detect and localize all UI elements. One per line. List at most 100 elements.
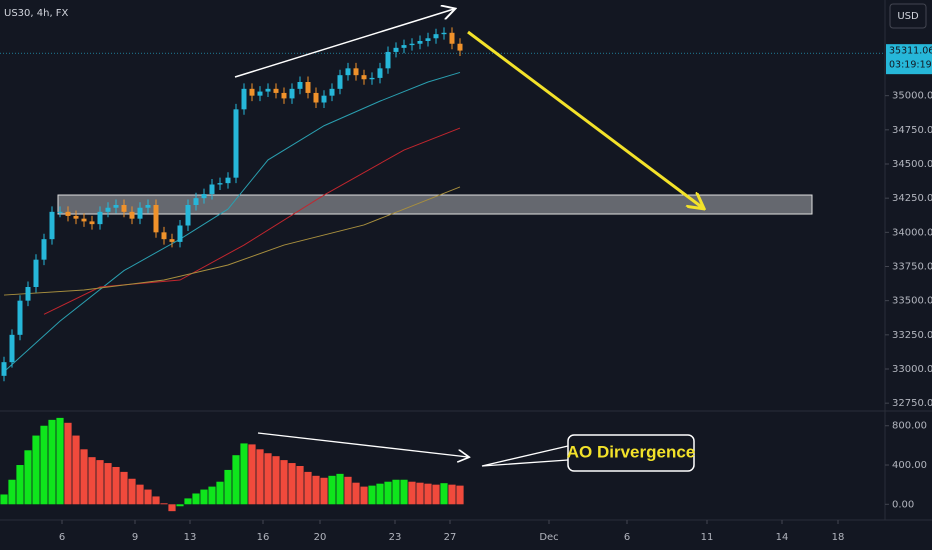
symbol-label: US30, 4h, FX: [4, 8, 69, 19]
candle-body: [337, 75, 343, 89]
trend-arrow: [234, 9, 454, 78]
zone: [57, 194, 813, 215]
ao-bar: [232, 455, 240, 505]
ao-bar: [432, 484, 440, 505]
ao-bar: [288, 463, 296, 505]
ao-bar: [152, 496, 160, 505]
ao-bar: [136, 484, 144, 505]
last-price-tag: [886, 44, 932, 75]
candle-body: [353, 68, 359, 76]
y-tick-label: 33000.00: [892, 364, 932, 375]
candle-body: [225, 177, 231, 184]
candle-body: [9, 334, 15, 363]
candle-body: [169, 239, 175, 242]
ao-bar: [424, 483, 432, 505]
y-tick-label: 32750.00: [892, 398, 932, 409]
candle-body: [441, 32, 447, 35]
candle-body: [201, 194, 207, 199]
currency-button[interactable]: [889, 3, 927, 29]
x-tick-label: 18: [832, 532, 845, 543]
y-tick-label: 400.00: [892, 460, 927, 471]
candle-body: [105, 207, 111, 212]
ao-bar: [200, 489, 208, 505]
candle-body: [49, 211, 55, 240]
x-tick-label: 16: [257, 532, 270, 543]
ao-bar: [16, 465, 24, 505]
ao-bar: [264, 453, 272, 505]
candle-body: [193, 198, 199, 205]
y-tick-label: 800.00: [892, 421, 927, 432]
candle-body: [329, 88, 335, 96]
ao-bar: [128, 478, 136, 505]
ao-bar: [208, 486, 216, 505]
ao-bar: [320, 477, 328, 505]
x-tick-label: 6: [624, 532, 630, 543]
candle-body: [449, 32, 455, 44]
candle-body: [177, 225, 183, 242]
ao-bar: [176, 504, 184, 507]
ao-bar: [8, 479, 16, 505]
candle-body: [137, 207, 143, 219]
callout-text: AO Dirvergence: [567, 442, 696, 461]
ao-bar: [400, 479, 408, 505]
candle-body: [57, 211, 63, 213]
ao-bar: [416, 482, 424, 505]
ao-bar: [216, 481, 224, 505]
ao-bar: [104, 463, 112, 505]
candle-body: [297, 82, 303, 89]
callout-box: [567, 434, 695, 472]
candle-body: [65, 211, 71, 216]
candle-body: [129, 211, 135, 219]
candle-body: [81, 218, 87, 222]
candle-body: [233, 109, 239, 178]
candle-body: [265, 88, 271, 92]
y-tick-label: 33250.00: [892, 330, 932, 341]
ao-bar: [240, 443, 248, 505]
ao-bar: [32, 435, 40, 505]
ao-bar: [392, 479, 400, 505]
x-tick-label: 6: [59, 532, 65, 543]
x-tick-label: 14: [776, 532, 789, 543]
ao-bar: [168, 504, 176, 512]
x-tick-label: 11: [701, 532, 714, 543]
y-tick-label: 34750.00: [892, 125, 932, 136]
candle-body: [321, 95, 327, 103]
candle-body: [425, 38, 431, 41]
x-tick-label: 13: [184, 532, 197, 543]
ao-bar: [360, 486, 368, 505]
candle-body: [25, 287, 31, 301]
candle-body: [161, 232, 167, 240]
ao-bar: [64, 422, 72, 505]
ao-bar: [408, 481, 416, 505]
currency-label[interactable]: USD: [897, 11, 919, 22]
projection-arrow: [467, 30, 703, 208]
candle-body: [281, 92, 287, 99]
y-tick-label: 34000.00: [892, 227, 932, 238]
candle-body: [433, 34, 439, 39]
candle-body: [241, 88, 247, 110]
ao-bar: [72, 435, 80, 505]
ao-bar: [296, 466, 304, 505]
ao-bar: [56, 417, 64, 505]
ao-bar: [384, 481, 392, 505]
ao-bar: [184, 498, 192, 505]
ao-bar: [304, 471, 312, 505]
ao-bar: [224, 469, 232, 505]
y-tick-label: 34250.00: [892, 193, 932, 204]
candle-body: [409, 43, 415, 46]
ao-bar: [352, 482, 360, 505]
candle-body: [153, 205, 159, 233]
candle-body: [361, 75, 367, 80]
candle-body: [41, 239, 47, 260]
candle-body: [209, 184, 215, 195]
ao-bar: [48, 419, 56, 505]
plot-layer: 32750.00 33000.00 33250.00 33500.00 33750.00…: [0, 27, 932, 543]
ao-bar: [192, 493, 200, 505]
ao-bar: [440, 483, 448, 505]
candle-body: [401, 45, 407, 48]
ao-bar: [368, 485, 376, 505]
candle-body: [145, 205, 151, 208]
moving-average: [3, 71, 461, 373]
